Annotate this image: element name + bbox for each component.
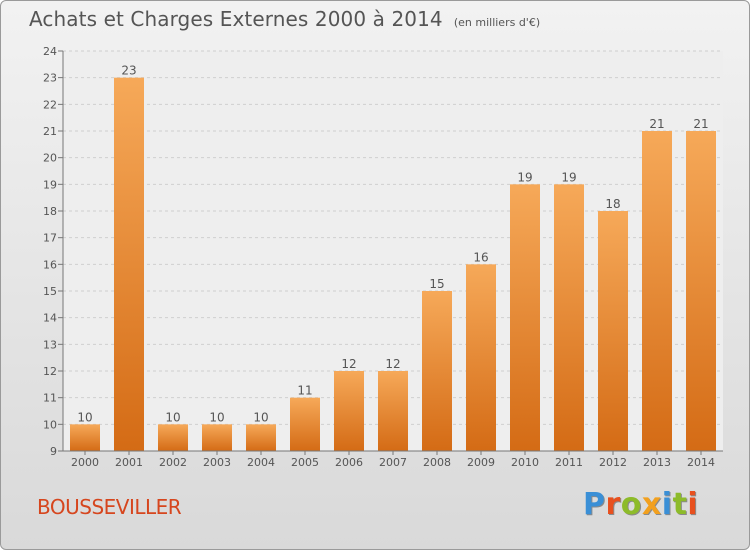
bar <box>466 264 496 451</box>
x-tick-label: 2002 <box>159 456 187 469</box>
logo-letter: o <box>620 487 642 522</box>
logo-letter: i <box>661 487 673 522</box>
y-tick-label: 20 <box>43 152 57 165</box>
bar <box>378 371 408 451</box>
y-tick-label: 9 <box>50 445 57 458</box>
x-tick-label: 2008 <box>423 456 451 469</box>
logo-letter: x <box>641 487 662 522</box>
x-tick-label: 2005 <box>291 456 319 469</box>
bar <box>554 184 584 452</box>
y-tick-label: 22 <box>43 98 57 111</box>
y-tick-label: 15 <box>43 285 57 298</box>
y-tick-label: 23 <box>43 72 57 85</box>
y-tick-label: 10 <box>43 418 57 431</box>
logo-letter: P <box>583 487 606 522</box>
bar <box>642 131 672 451</box>
data-label: 21 <box>693 117 708 131</box>
logo-letter: t <box>672 487 688 522</box>
bar <box>334 371 364 451</box>
data-label: 10 <box>77 410 92 424</box>
data-label: 12 <box>385 357 400 371</box>
chart-title: Achats et Charges Externes 2000 à 2014 <box>29 7 443 31</box>
data-label: 21 <box>649 117 664 131</box>
x-tick-label: 2011 <box>555 456 583 469</box>
data-label: 10 <box>253 410 268 424</box>
y-tick-label: 19 <box>43 178 57 191</box>
bar <box>510 184 540 452</box>
x-tick-label: 2004 <box>247 456 275 469</box>
x-tick-label: 2003 <box>203 456 231 469</box>
logo-letter: r <box>605 487 621 522</box>
data-label: 16 <box>473 250 488 264</box>
y-tick-label: 11 <box>43 392 57 405</box>
bar-chart: 9 10 11 12 13 14 15 16 17 18 19 20 21 22 23 24 10 2000 23 2… <box>43 45 723 469</box>
bar <box>246 424 276 451</box>
place-name: BOUSSEVILLER <box>37 495 182 519</box>
bar <box>158 424 188 451</box>
y-tick-label: 21 <box>43 125 57 138</box>
bar <box>290 397 320 451</box>
y-tick-label: 17 <box>43 232 57 245</box>
data-label: 23 <box>121 64 136 78</box>
y-tick-label: 16 <box>43 258 57 271</box>
y-tick-label: 13 <box>43 338 57 351</box>
x-tick-label: 2001 <box>115 456 143 469</box>
bar <box>422 291 452 451</box>
x-tick-label: 2007 <box>379 456 407 469</box>
data-label: 10 <box>165 410 180 424</box>
proxiti-logo[interactable]: Proxiti <box>583 487 698 522</box>
y-tick-label: 14 <box>43 312 57 325</box>
y-tick-label: 24 <box>43 45 57 58</box>
x-tick-label: 2009 <box>467 456 495 469</box>
data-label: 18 <box>605 197 620 211</box>
x-tick-label: 2012 <box>599 456 627 469</box>
x-tick-label: 2014 <box>687 456 715 469</box>
data-label: 12 <box>341 357 356 371</box>
y-tick-label: 18 <box>43 205 57 218</box>
data-label: 15 <box>429 277 444 291</box>
data-label: 10 <box>209 410 224 424</box>
data-label: 19 <box>561 170 576 184</box>
bar <box>598 211 628 451</box>
chart-subtitle: (en milliers d'€) <box>453 16 541 29</box>
y-tick-label: 12 <box>43 365 57 378</box>
x-tick-label: 2010 <box>511 456 539 469</box>
chart-title-row: Achats et Charges Externes 2000 à 2014 (… <box>29 7 540 31</box>
bar <box>202 424 232 451</box>
x-tick-label: 2013 <box>643 456 671 469</box>
logo-letter: i <box>687 487 699 522</box>
x-tick-label: 2006 <box>335 456 363 469</box>
data-label: 11 <box>297 384 312 398</box>
bar <box>70 424 100 451</box>
data-label: 19 <box>517 170 532 184</box>
x-tick-label: 2000 <box>71 456 99 469</box>
bar <box>686 131 716 451</box>
bar <box>114 77 144 452</box>
